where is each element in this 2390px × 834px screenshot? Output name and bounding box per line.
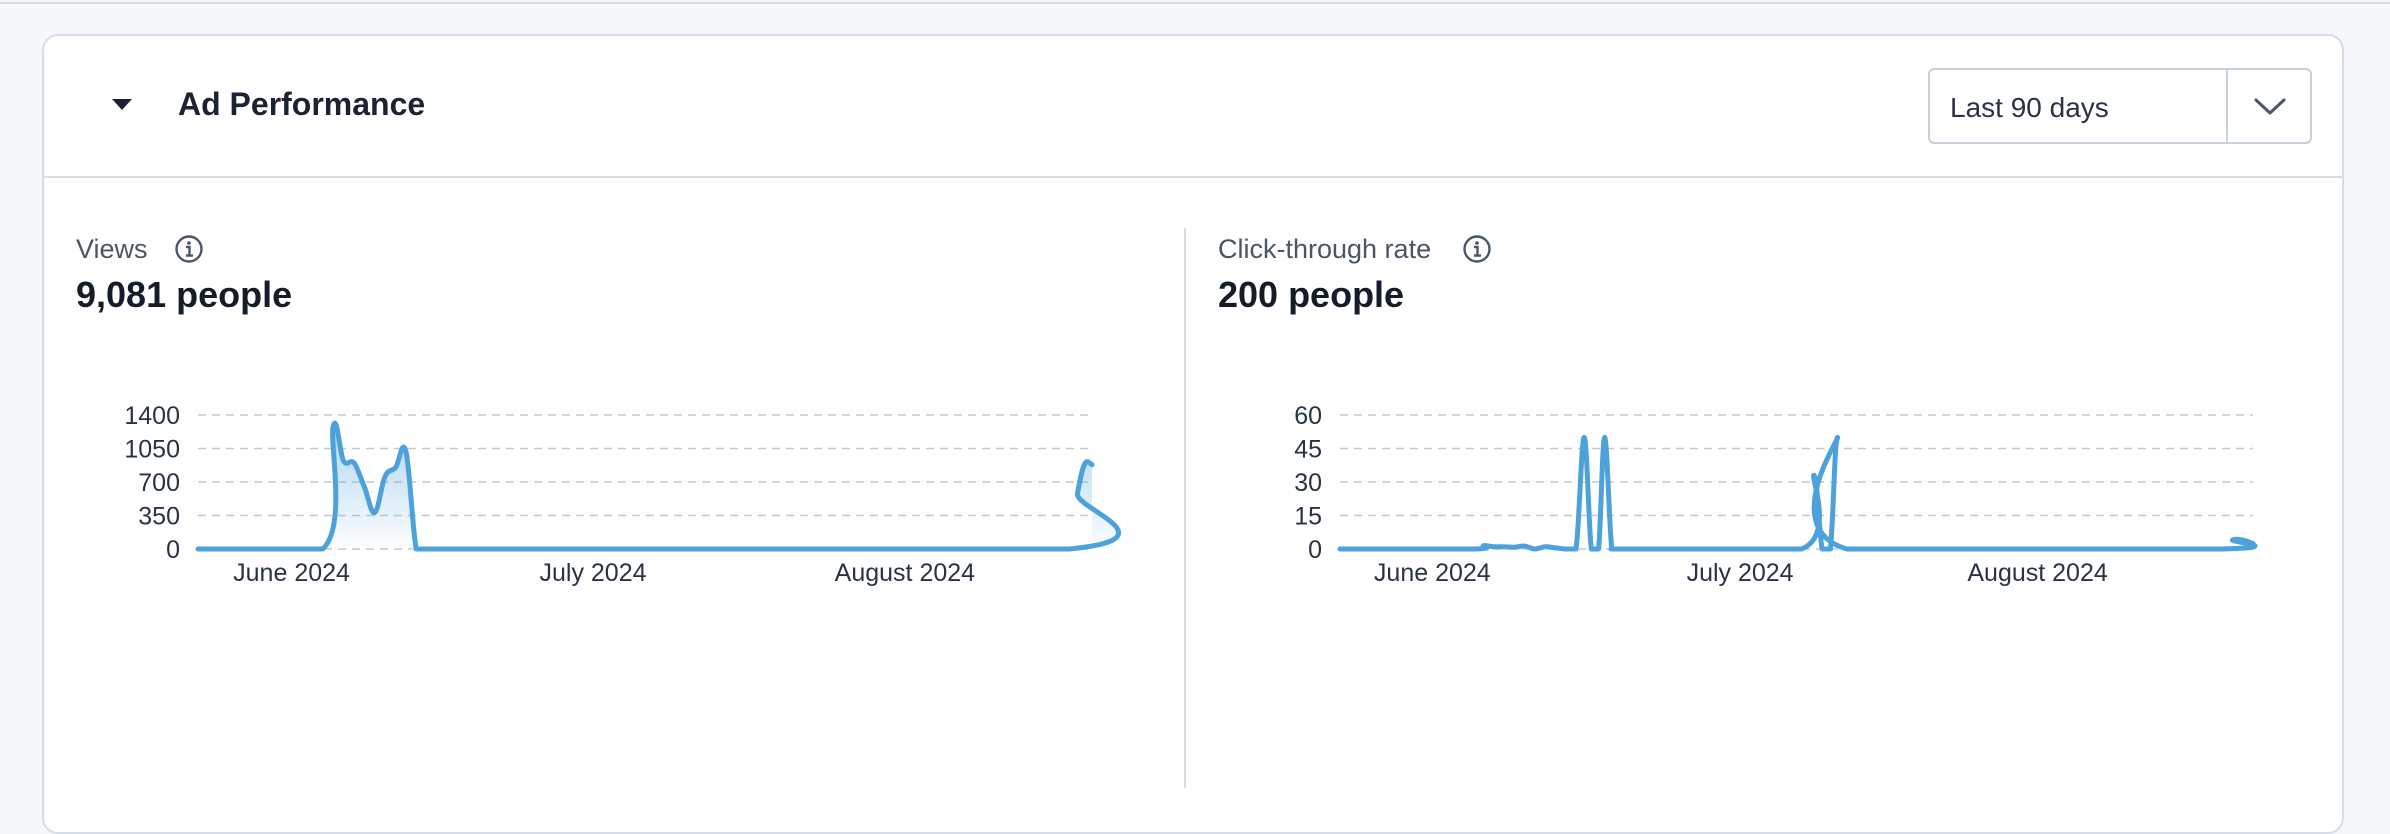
y-tick-label: 1050 <box>124 436 180 464</box>
card-header: Ad Performance Last 90 days <box>44 36 2342 178</box>
y-tick-label: 350 <box>138 503 180 531</box>
x-tick-label: June 2024 <box>1374 559 1491 587</box>
x-tick-label: June 2024 <box>233 559 350 587</box>
select-divider <box>2226 70 2228 142</box>
card-title: Ad Performance <box>178 86 426 122</box>
y-tick-label: 15 <box>1294 503 1322 531</box>
views-value: 9,081 people <box>76 274 293 315</box>
date-range-value: Last 90 days <box>1950 92 2109 123</box>
date-range-select[interactable]: Last 90 days <box>1928 68 2312 144</box>
views-chart: 0 350 700 1050 1400 June 2024 July 2024 August … <box>124 402 1121 587</box>
ad-performance-card: Ad Performance Last 90 days Views 9,081 … <box>42 34 2344 834</box>
y-tick-label: 0 <box>166 536 180 564</box>
x-tick-label: July 2024 <box>540 559 647 587</box>
ctr-value: 200 people <box>1218 274 1405 315</box>
ctr-label: Click-through rate <box>1218 234 1432 264</box>
chevron-down-icon[interactable] <box>2252 94 2288 118</box>
views-label: Views <box>76 234 148 264</box>
top-divider <box>0 0 2390 4</box>
y-tick-label: 30 <box>1294 469 1322 497</box>
x-tick-label: August 2024 <box>1967 559 2107 587</box>
ctr-panel: Click-through rate 200 people 0 15 30 45 60 J… <box>1186 178 2346 798</box>
series-line <box>1337 434 2258 552</box>
y-tick-label: 60 <box>1294 402 1322 430</box>
ctr-chart: 0 15 30 45 60 June 2024 July 2024 August 2024 <box>1294 402 2258 587</box>
x-tick-label: July 2024 <box>1687 559 1794 587</box>
x-tick-label: August 2024 <box>835 559 975 587</box>
info-icon[interactable] <box>174 234 204 264</box>
caret-down-icon[interactable] <box>110 96 134 112</box>
views-panel: Views 9,081 people 0 350 700 1050 1400 June 2… <box>44 178 1184 798</box>
y-tick-label: 1400 <box>124 402 180 430</box>
y-tick-label: 45 <box>1294 436 1322 464</box>
info-icon[interactable] <box>1462 234 1492 264</box>
y-tick-label: 700 <box>138 469 180 497</box>
series-line <box>195 420 1121 552</box>
panel-divider <box>1184 228 1186 788</box>
y-tick-label: 0 <box>1308 536 1322 564</box>
